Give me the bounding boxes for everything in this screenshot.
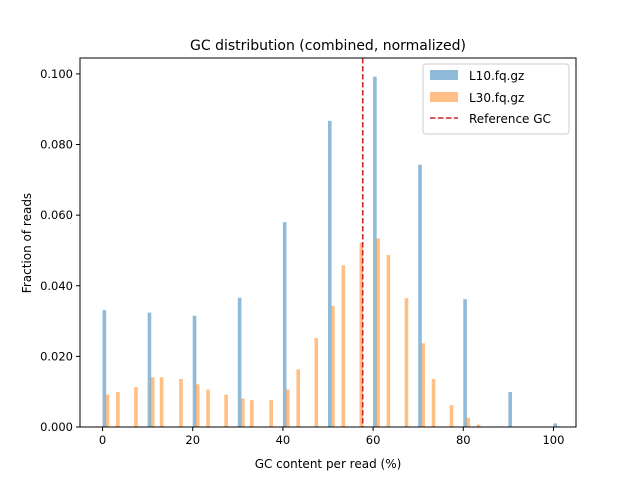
bar-series1-16 <box>341 265 346 427</box>
bar-series0-0 <box>102 310 107 427</box>
x-tick-label: 0 <box>99 433 106 447</box>
legend-label-l10: L10.fq.gz <box>469 69 524 83</box>
bar-series1-22 <box>431 378 436 427</box>
bar-series0-7 <box>418 164 422 427</box>
bar-series0-2 <box>192 315 197 427</box>
bar-series1-1 <box>116 392 120 427</box>
x-tick-label: 40 <box>276 433 291 447</box>
bar-series1-13 <box>296 369 301 427</box>
x-tick-label: 60 <box>366 433 381 447</box>
bar-series0-5 <box>328 120 332 427</box>
bar-series0-6 <box>373 76 377 428</box>
bar-series1-10 <box>249 400 254 427</box>
bar-series1-23 <box>449 405 454 427</box>
legend: L10.fq.gz L30.fq.gz Reference GC <box>422 63 570 135</box>
bar-series1-0 <box>105 394 110 427</box>
bar-series1-24 <box>466 417 471 427</box>
bar-series0-1 <box>147 312 152 427</box>
chart-title: GC distribution (combined, normalized) <box>190 38 466 54</box>
bar-series0-10 <box>553 423 558 427</box>
x-tick-label: 80 <box>456 433 471 447</box>
y-tick-label: 0.020 <box>40 349 73 363</box>
bar-series1-4 <box>159 377 164 427</box>
y-tick-label: 0.060 <box>40 208 73 222</box>
legend-label-reference: Reference GC <box>469 112 551 126</box>
bar-series0-8 <box>463 299 467 427</box>
legend-swatch-l10 <box>430 70 458 80</box>
bar-series1-3 <box>150 377 155 427</box>
bar-series1-14 <box>314 338 319 427</box>
bar-series1-7 <box>206 389 210 427</box>
legend-label-l30: L30.fq.gz <box>469 91 524 105</box>
y-tick-label: 0.100 <box>40 67 73 81</box>
bar-series1-9 <box>240 398 245 427</box>
bar-series1-6 <box>195 384 200 427</box>
bar-series1-8 <box>224 394 228 427</box>
bar-series0-3 <box>237 297 242 427</box>
bar-series1-5 <box>179 378 183 427</box>
bar-series1-15 <box>331 305 335 427</box>
bar-series1-20 <box>404 298 409 427</box>
legend-box <box>422 63 570 135</box>
x-tick-label: 100 <box>542 433 564 447</box>
y-axis: 0.000 0.020 0.040 0.060 0.080 0.100 <box>40 67 80 434</box>
x-axis: 0 20 40 60 80 100 <box>99 427 564 447</box>
bar-series1-11 <box>269 400 273 427</box>
y-tick-label: 0.000 <box>40 420 73 434</box>
bar-series1-17 <box>359 242 364 427</box>
legend-swatch-l30 <box>430 92 458 102</box>
x-axis-label: GC content per read (%) <box>255 457 402 471</box>
bar-series1-12 <box>286 389 290 427</box>
x-tick-label: 20 <box>185 433 200 447</box>
y-axis-label: Fraction of reads <box>20 193 34 293</box>
bar-series1-25 <box>476 424 481 427</box>
bar-series1-18 <box>376 238 380 427</box>
y-tick-label: 0.040 <box>40 279 73 293</box>
plot-frame <box>79 57 577 428</box>
bar-series1-21 <box>421 343 425 427</box>
bar-series1-2 <box>134 387 138 427</box>
bar-series0-9 <box>508 392 512 427</box>
bar-series1-19 <box>386 255 391 427</box>
y-tick-label: 0.080 <box>40 138 73 152</box>
bar-series0-4 <box>282 222 287 427</box>
bars-group <box>102 76 558 428</box>
